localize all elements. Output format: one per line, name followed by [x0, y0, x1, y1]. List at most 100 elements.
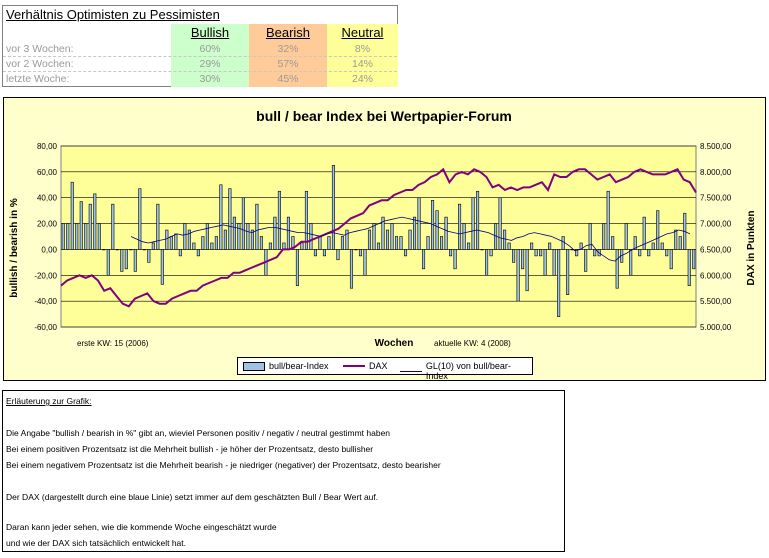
bar [588, 223, 592, 250]
legend-item-dax: DAX [343, 361, 388, 371]
bar [394, 236, 399, 250]
bar [178, 249, 182, 257]
bar [566, 249, 570, 295]
bar [79, 201, 83, 250]
bar [75, 223, 79, 250]
bar [403, 249, 408, 257]
bar [277, 190, 281, 250]
bar [476, 190, 480, 250]
dax-line [60, 167, 697, 308]
neutral-column-bg [327, 24, 398, 87]
bar [156, 203, 160, 250]
bar [543, 249, 547, 276]
explanation-line: und wie der DAX sich tatsächlich entwick… [6, 538, 187, 548]
y-axis-right-label: DAX in Punkten [746, 210, 757, 285]
bar [97, 223, 101, 250]
legend-swatch-dax [343, 365, 365, 367]
bar [480, 249, 484, 251]
bar [331, 165, 336, 250]
bar [435, 210, 439, 250]
y-tick-left: 20,00 [37, 220, 58, 229]
bar [687, 249, 691, 286]
start-annotation: erste KW: 15 (2006) [77, 339, 149, 348]
bar [557, 249, 561, 317]
bar [449, 249, 453, 257]
bar [606, 190, 610, 250]
bar [633, 236, 637, 250]
bar [665, 249, 669, 257]
bar [363, 249, 367, 276]
header-neutral: Neutral [341, 25, 384, 40]
bar [115, 249, 119, 251]
cell-bearish: 57% [277, 58, 299, 70]
bar [611, 236, 615, 250]
bar [381, 216, 385, 250]
bar [241, 197, 245, 250]
y-tick-right: 5.000,00 [700, 323, 732, 332]
bar [232, 216, 236, 250]
bar [93, 193, 97, 250]
explanation-line: Der DAX (dargestellt durch eine blaue Li… [6, 492, 379, 502]
bar [250, 229, 254, 250]
bar [390, 223, 394, 250]
bar [584, 249, 588, 272]
bar [624, 223, 628, 250]
bar [151, 242, 155, 250]
y-tick-right: 6.000,00 [700, 271, 732, 280]
bar [84, 223, 88, 250]
y-tick-left: 0,00 [41, 245, 57, 254]
cell-bearish: 45% [277, 73, 299, 85]
y-tick-right: 7.500,00 [700, 194, 732, 203]
bar [318, 236, 322, 250]
bar [385, 229, 390, 250]
legend-label-ma: GL(10) von bull/bear-Index [425, 361, 511, 381]
bar [210, 242, 214, 250]
bullish-column-bg [171, 24, 249, 87]
bar [669, 249, 673, 270]
bar [462, 223, 466, 250]
bar [313, 249, 317, 257]
plot-background [60, 145, 697, 328]
bar [187, 229, 191, 250]
bar [124, 249, 128, 270]
y-axis-left-label: bullish / bearish in % [9, 198, 20, 298]
bar [651, 242, 655, 250]
bar [147, 249, 151, 263]
bar [444, 216, 448, 250]
bar [376, 242, 381, 250]
chart-title: bull / bear Index bei Wertpapier-Forum [256, 108, 512, 124]
legend-item-bars: bull/bear-Index [243, 361, 329, 371]
legend-item-ma: GL(10) von bull/bear-Index [400, 361, 532, 381]
bar [561, 236, 565, 250]
chart-svg: bull / bear Index bei Wertpapier-Forum 8… [9, 108, 757, 349]
bar [349, 249, 354, 289]
bar [336, 249, 340, 261]
bar [507, 242, 511, 250]
bar [498, 197, 502, 250]
y-tick-left: 60,00 [37, 168, 58, 177]
bar [273, 216, 277, 250]
bar [525, 249, 529, 292]
cell-neutral: 14% [351, 58, 373, 70]
bar [647, 249, 651, 257]
bar [255, 203, 259, 250]
bar [322, 249, 326, 257]
bar [300, 242, 304, 250]
bar [88, 203, 92, 250]
cell-neutral: 8% [354, 43, 371, 55]
row-divider [3, 71, 397, 72]
explanation-line: Daran kann jeder sehen, wie die kommende… [6, 522, 277, 532]
cell-bullish: 29% [199, 58, 221, 70]
row-label: vor 2 Wochen: [6, 58, 74, 70]
chart-legend: bull/bear-Index DAX GL(10) von bull/bear… [237, 357, 533, 381]
bar [678, 236, 682, 250]
x-axis-label: Wochen [375, 338, 414, 349]
bar [516, 249, 520, 302]
bar [575, 249, 579, 257]
explanation-line: Die Angabe "bullish / bearish in %" gibt… [6, 428, 391, 438]
bar [421, 249, 426, 270]
bar [512, 249, 516, 263]
bar [246, 223, 250, 250]
row-label: vor 3 Wochen: [6, 43, 74, 55]
bar [219, 184, 223, 250]
